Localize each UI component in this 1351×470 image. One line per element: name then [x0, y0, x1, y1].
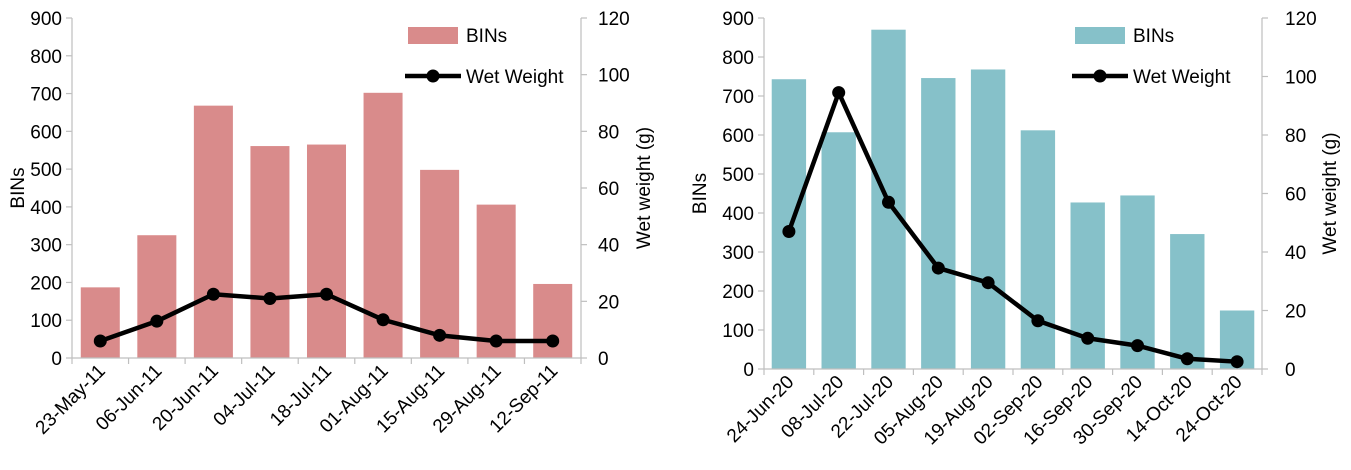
bar-05-Aug-20 — [921, 78, 956, 369]
legend-label-wet-weight: Wet Weight — [466, 67, 564, 88]
wet-weight-point-08-Jul-20 — [832, 86, 846, 100]
bar-15-Aug-11 — [420, 169, 460, 358]
wet-weight-point-30-Sep-20 — [1131, 339, 1144, 353]
bar-04-Jul-11 — [250, 146, 290, 358]
wet-weight-point-01-Aug-11 — [376, 313, 390, 327]
wet-weight-point-14-Oct-20 — [1180, 352, 1194, 366]
y2-tick-label: 0 — [598, 349, 609, 370]
x-tick-label: 04-Jul-11 — [210, 361, 280, 431]
y2-tick-label: 40 — [1285, 243, 1306, 264]
y-tick-label: 700 — [30, 85, 62, 106]
y2-tick-label: 80 — [1285, 126, 1306, 147]
wet-weight-point-18-Jul-11 — [320, 287, 333, 301]
wet-weight-point-22-Jul-20 — [882, 195, 895, 209]
y-tick-label: 800 — [30, 47, 62, 68]
bar-20-Jun-11 — [193, 105, 233, 359]
y-tick-label: 100 — [30, 311, 62, 332]
y2-tick-label: 20 — [598, 292, 619, 313]
y2-tick-label: 40 — [598, 236, 619, 257]
bar-18-Jul-11 — [306, 144, 347, 358]
wet-weight-point-15-Aug-11 — [433, 328, 447, 342]
wet-weight-point-16-Sep-20 — [1081, 331, 1095, 345]
y-tick-label: 200 — [30, 273, 62, 294]
wet-weight-point-24-Oct-20 — [1230, 355, 1244, 369]
wet-weight-point-06-Jun-11 — [150, 314, 164, 328]
y-tick-label: 600 — [722, 126, 754, 147]
y-tick-label: 400 — [30, 198, 62, 219]
y2-tick-label: 0 — [1285, 360, 1296, 381]
bar-14-Oct-20 — [1170, 234, 1205, 369]
bar-02-Sep-20 — [1020, 130, 1056, 369]
y2-axis-title: Wet weight (g) — [1320, 132, 1341, 254]
y-tick-label: 800 — [722, 48, 754, 69]
wet-weight-line — [786, 90, 1238, 364]
y2-tick-label: 120 — [1285, 9, 1317, 30]
wet-weight-point-29-Aug-11 — [489, 334, 503, 348]
bar-06-Jun-11 — [137, 235, 177, 358]
legend-label-wet-weight: Wet Weight — [1133, 67, 1231, 88]
y2-tick-label: 100 — [1285, 68, 1317, 89]
y-tick-label: 100 — [722, 321, 754, 342]
y-axis-title: BINs — [690, 173, 711, 214]
y2-tick-label: 100 — [598, 66, 630, 87]
legend-marker-wet-weight — [1093, 69, 1107, 83]
y2-tick-label: 120 — [598, 9, 630, 30]
legend-swatch-bins — [1075, 27, 1125, 44]
wet-weight-point-05-Aug-20 — [931, 261, 945, 275]
y2-tick-label: 20 — [1285, 302, 1306, 323]
legend-swatch-bins — [408, 27, 458, 44]
y2-axis-title: Wet weight (g) — [634, 127, 655, 249]
wet-weight-point-12-Sep-11 — [546, 334, 560, 348]
legend: BINs Wet Weight — [1072, 26, 1231, 88]
y2-tick-label: 60 — [598, 179, 619, 200]
y-tick-label: 600 — [30, 122, 62, 143]
legend-marker-wet-weight — [426, 69, 440, 83]
wet-weight-point-20-Jun-11 — [206, 287, 220, 301]
y-tick-label: 300 — [30, 236, 62, 257]
wet-weight-point-02-Sep-20 — [1031, 314, 1045, 328]
wet-weight-point-04-Jul-11 — [263, 292, 277, 305]
y-tick-label: 400 — [722, 204, 754, 225]
y-tick-label: 900 — [722, 9, 754, 30]
y-tick-label: 200 — [722, 282, 754, 303]
bar-19-Aug-20 — [970, 69, 1006, 369]
wet-weight-point-19-Aug-20 — [981, 276, 995, 290]
wet-weight-point-24-Jun-20 — [782, 225, 796, 239]
legend-label-bins: BINs — [466, 26, 507, 47]
y2-tick-label: 80 — [598, 122, 619, 143]
y-tick-label: 500 — [30, 160, 62, 181]
bar-08-Jul-20 — [821, 132, 856, 369]
legend-label-bins: BINs — [1133, 26, 1174, 47]
y-tick-label: 700 — [722, 87, 754, 108]
chart-2: 0 100 200 300 400 500 600 700 800 900 0 20 40 60 80 100… — [690, 9, 1341, 449]
y-tick-label: 300 — [722, 243, 754, 264]
y2-tick-label: 60 — [1285, 185, 1306, 206]
legend: BINs Wet Weight — [405, 26, 564, 88]
y-tick-label: 0 — [743, 360, 754, 381]
y-tick-label: 500 — [722, 165, 754, 186]
chart-1: 0 100 200 300 400 500 600 700 800 900 0 20 40 60 80 100… — [8, 9, 655, 439]
bar-29-Aug-11 — [476, 204, 516, 358]
bar-24-Jun-20 — [771, 79, 807, 369]
y-axis-title: BINs — [8, 167, 29, 208]
y-tick-label: 0 — [51, 349, 62, 370]
wet-weight-point-23-May-11 — [93, 334, 107, 348]
y-tick-label: 900 — [30, 9, 62, 30]
